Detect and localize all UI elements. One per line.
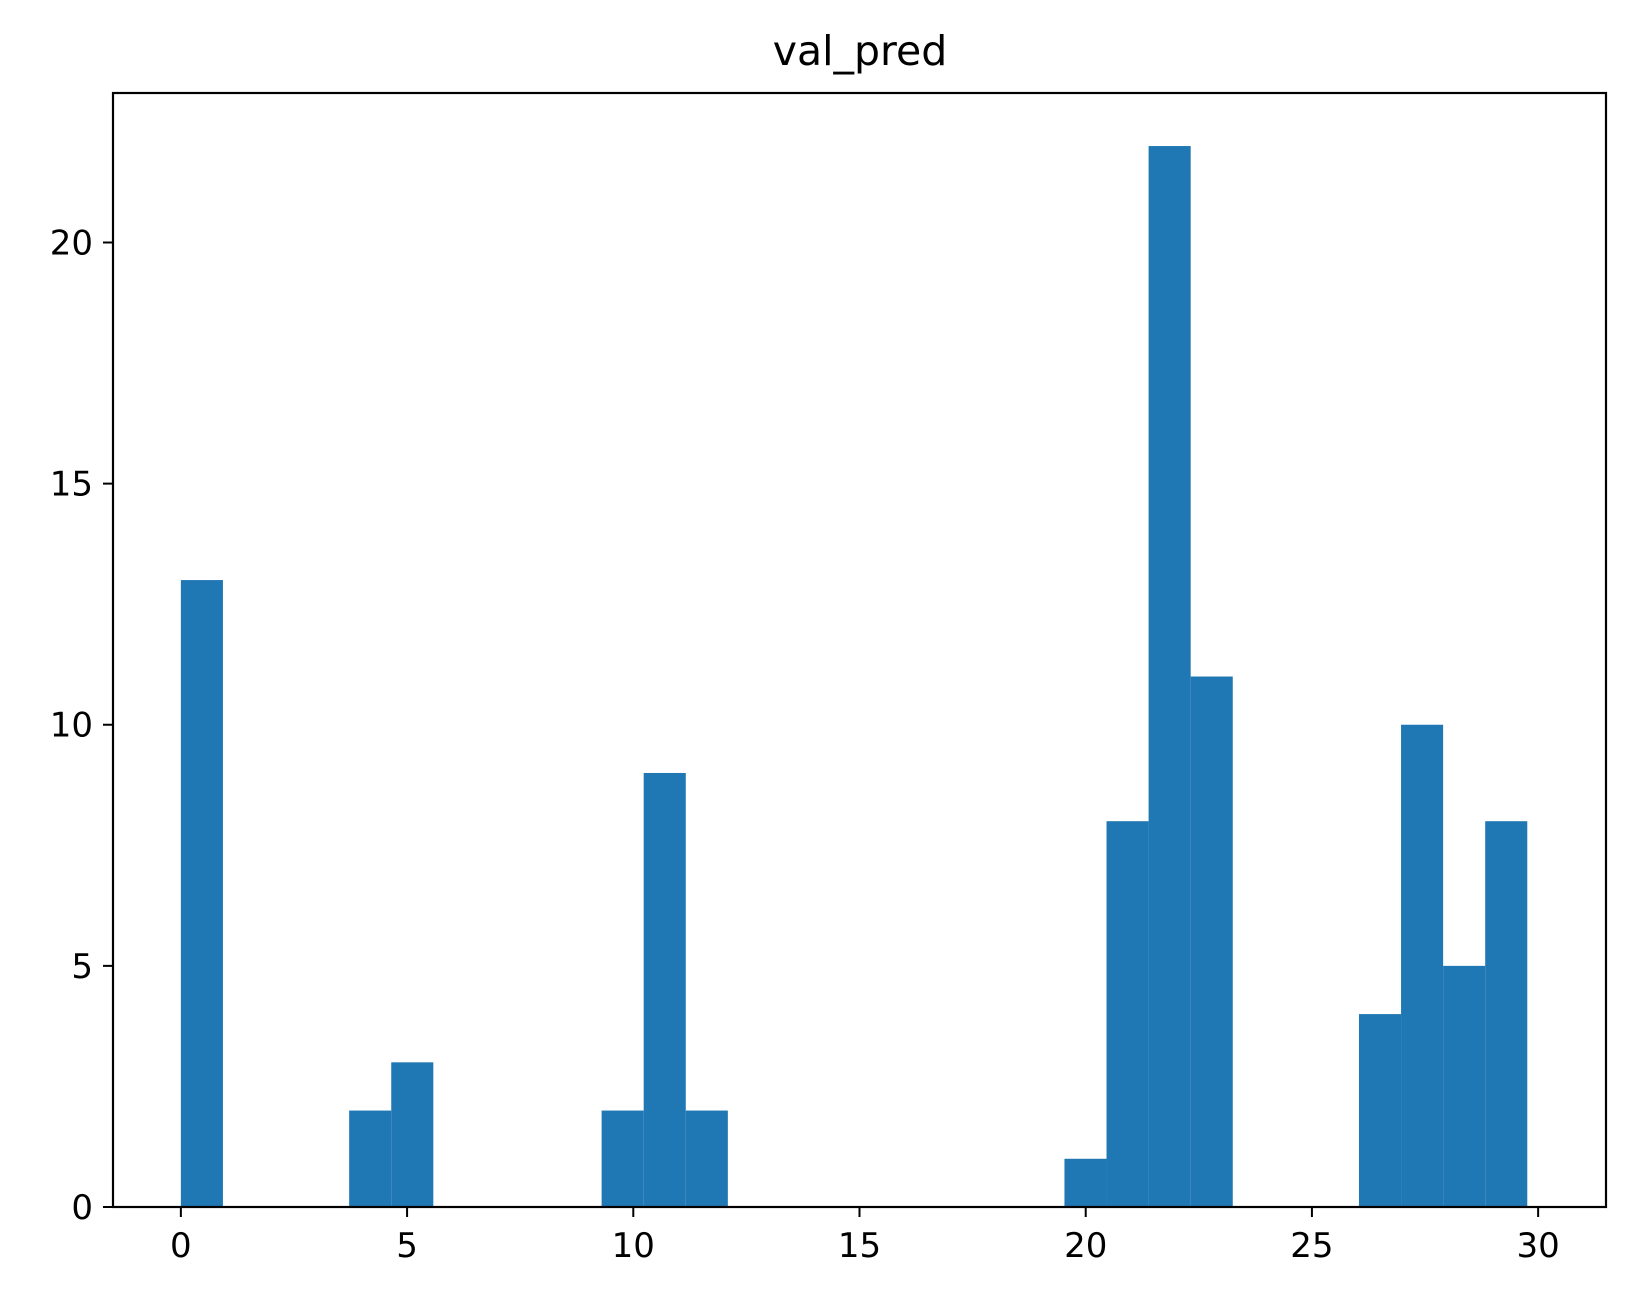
histogram-bar [1485, 821, 1528, 1207]
y-tick-label: 0 [71, 1188, 93, 1228]
histogram-bar [1190, 676, 1233, 1207]
x-tick-label: 10 [612, 1226, 655, 1266]
histogram-bar [1358, 1014, 1402, 1207]
y-tick-label: 20 [50, 223, 93, 263]
histogram-bar [1401, 724, 1444, 1207]
histogram-bar [1106, 821, 1149, 1207]
histogram-bar [180, 580, 223, 1207]
y-tick-label: 10 [50, 706, 93, 746]
bars-group [180, 146, 1528, 1208]
x-axis: 0 5 10 15 20 25 30 [170, 1207, 1560, 1266]
x-tick-label: 30 [1517, 1226, 1560, 1266]
y-tick-label: 5 [71, 947, 93, 987]
x-tick-label: 25 [1290, 1226, 1333, 1266]
histogram-bar [685, 1110, 728, 1207]
histogram-bar [1064, 1158, 1107, 1207]
x-tick-label: 15 [838, 1226, 881, 1266]
histogram-bar [601, 1110, 644, 1207]
histogram-bar [1443, 965, 1486, 1207]
histogram-bar [391, 1062, 434, 1207]
histogram-bar [349, 1110, 392, 1207]
y-tick-label: 15 [50, 465, 93, 505]
histogram-bar [1148, 146, 1191, 1208]
x-tick-label: 20 [1064, 1226, 1107, 1266]
y-axis: 0 5 10 15 20 [50, 223, 113, 1228]
chart-title: val_pred [773, 27, 948, 75]
x-tick-label: 0 [170, 1226, 192, 1266]
x-tick-label: 5 [396, 1226, 418, 1266]
histogram-bar [643, 772, 686, 1207]
